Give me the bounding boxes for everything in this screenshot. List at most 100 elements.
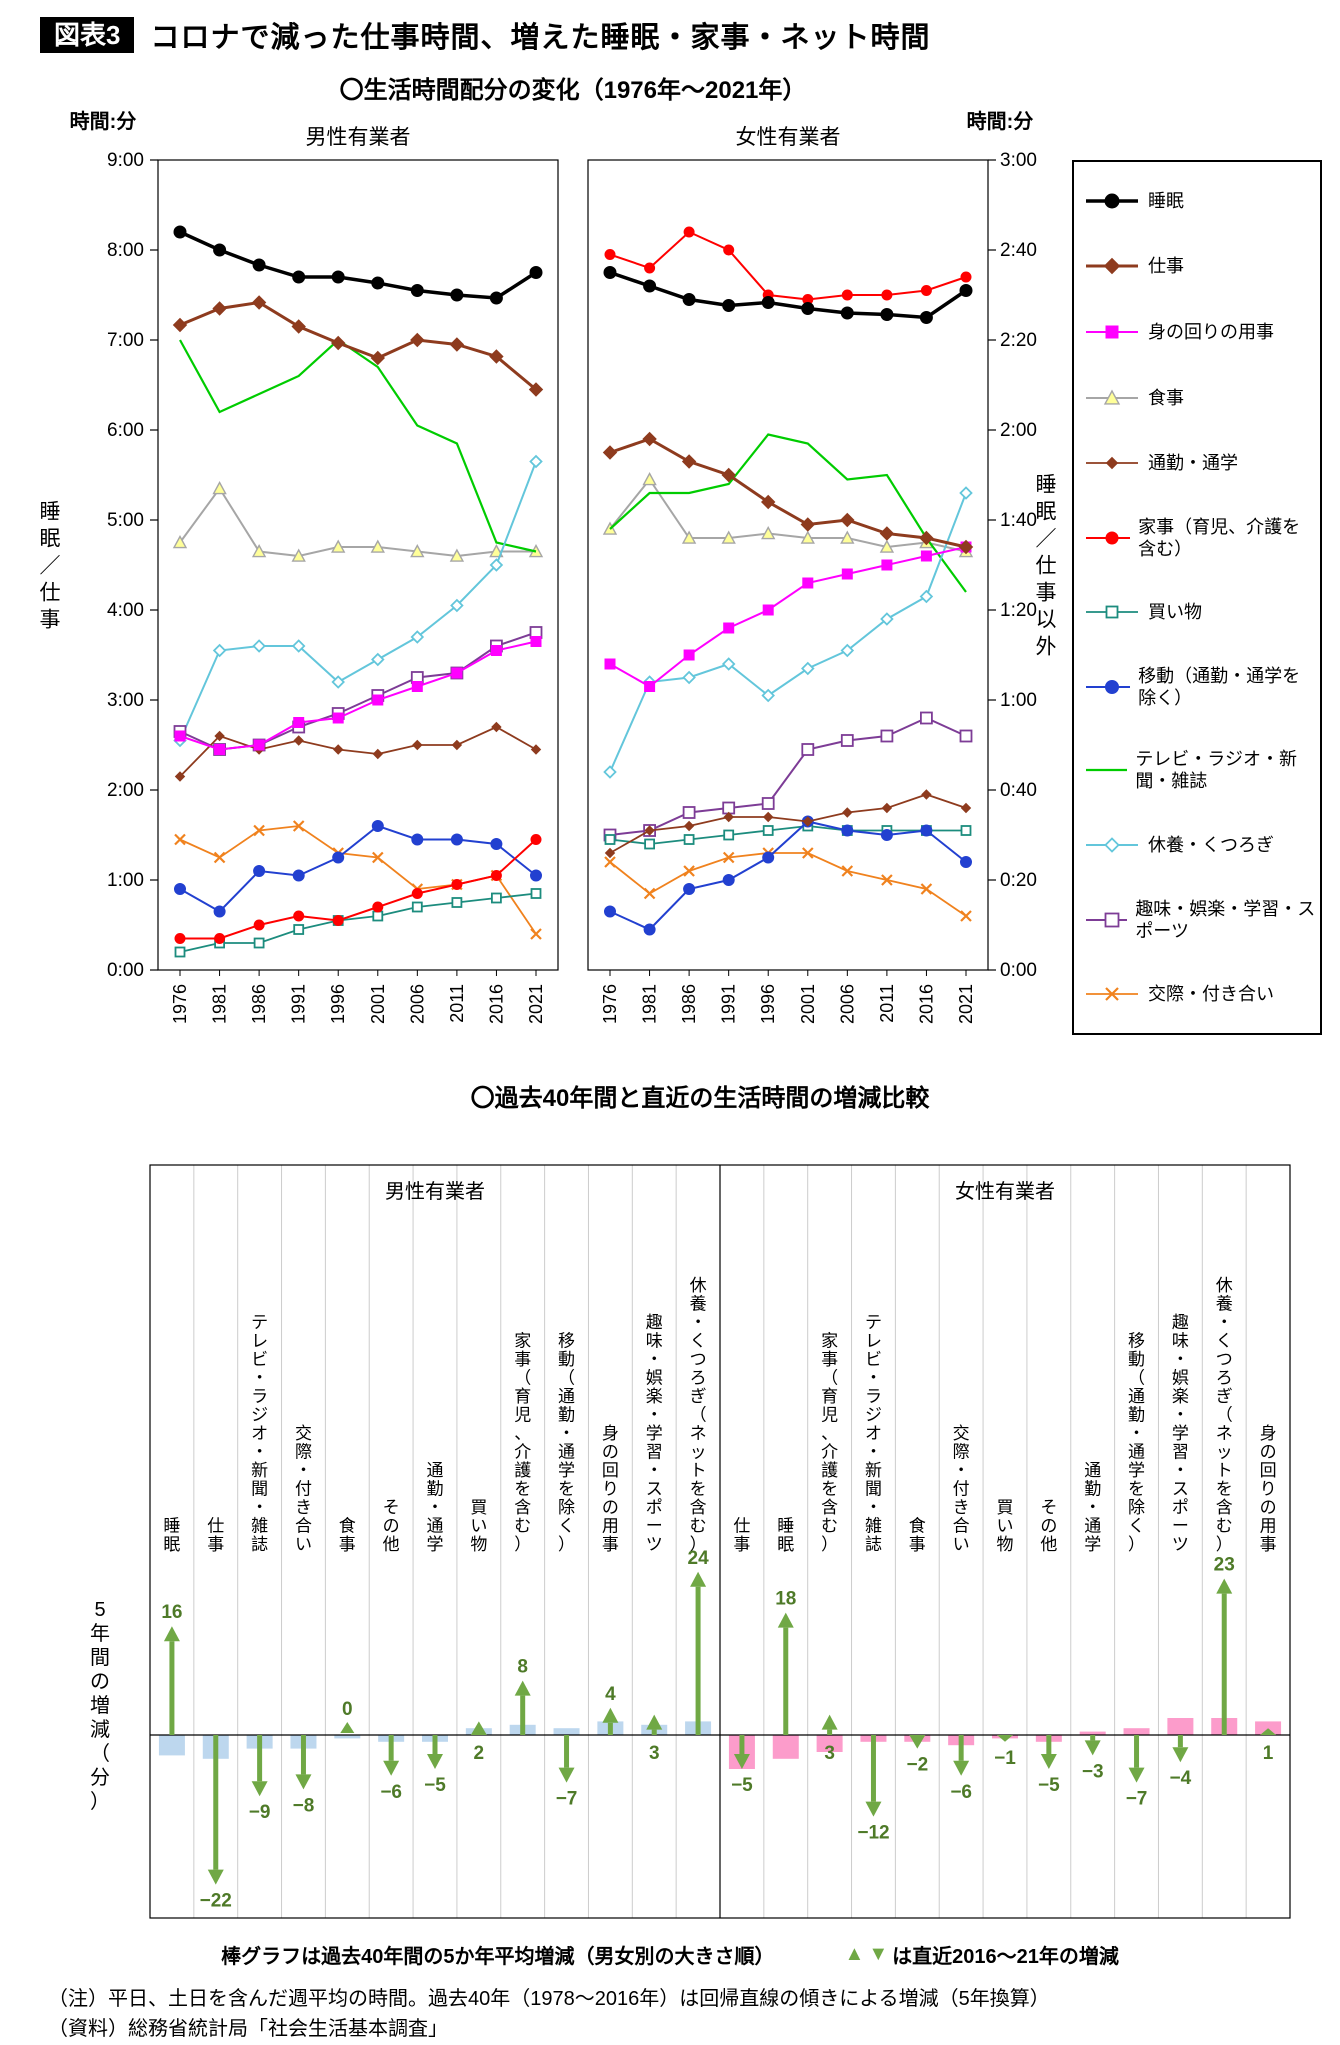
svg-text:合: 合 — [953, 1517, 970, 1536]
svg-text:勤: 勤 — [1084, 1480, 1101, 1499]
svg-text:ろ: ろ — [690, 1369, 707, 1388]
svg-text:2001: 2001 — [798, 984, 818, 1024]
svg-text:休: 休 — [690, 1276, 707, 1295]
svg-text:年: 年 — [90, 1622, 110, 1645]
series-趣味・娯楽・学習・スポーツ — [173, 626, 543, 756]
svg-text:味: 味 — [1172, 1332, 1189, 1351]
svg-text:・: ・ — [1084, 1498, 1101, 1517]
svg-text:・: ・ — [251, 1498, 268, 1517]
svg-text:（: （ — [1216, 1406, 1233, 1425]
legend-marker-icon — [1086, 456, 1138, 470]
svg-text:通: 通 — [1084, 1517, 1101, 1536]
time-allocation-line-chart: 時間:分 時間:分睡眠／仕事睡眠／仕事以外0:001:002:003:004:00… — [40, 109, 1057, 1024]
svg-text:（: （ — [690, 1406, 707, 1425]
legend-marker-icon — [1086, 531, 1131, 545]
svg-text:事: 事 — [602, 1535, 619, 1554]
svg-text:ジ: ジ — [251, 1406, 268, 1425]
svg-text:学: 学 — [558, 1461, 575, 1480]
figure-title: コロナで減った仕事時間、増えた睡眠・家事・ネット時間 — [150, 22, 931, 54]
svg-text:含: 含 — [821, 1498, 838, 1517]
down-arrow-icon: ▼ — [868, 1943, 889, 1965]
svg-text:介: 介 — [821, 1443, 838, 1462]
svg-text:休: 休 — [1216, 1276, 1233, 1295]
svg-text:減: 減 — [90, 1718, 110, 1741]
svg-text:睡: 睡 — [777, 1517, 794, 1536]
svg-text:学: 学 — [1172, 1424, 1189, 1443]
svg-text:動: 動 — [1128, 1350, 1145, 1369]
svg-text:1981: 1981 — [640, 984, 660, 1024]
series-移動（通勤・通学を除く） — [174, 820, 542, 918]
line-chart-subtitle: 〇生活時間配分の変化（1976年〜2021年） — [339, 77, 807, 104]
svg-text:く: く — [1128, 1517, 1145, 1536]
svg-text:0: 0 — [342, 1699, 353, 1720]
svg-text:2016: 2016 — [486, 984, 506, 1024]
svg-text:移: 移 — [558, 1332, 575, 1351]
series-通勤・通学 — [604, 789, 972, 859]
svg-text:を: を — [1128, 1480, 1145, 1499]
svg-text:間: 間 — [90, 1647, 110, 1669]
male-panel: 男性有業者 1976 1981 1986 1991 1996 2001 2006 2011 201… — [157, 126, 559, 1024]
svg-text:ぎ: ぎ — [690, 1387, 707, 1406]
svg-text:テ: テ — [251, 1313, 268, 1332]
svg-text:、: 、 — [514, 1424, 531, 1443]
svg-text:育: 育 — [514, 1387, 531, 1406]
svg-text:1991: 1991 — [719, 984, 739, 1024]
svg-text:ジ: ジ — [865, 1406, 882, 1425]
svg-text:く: く — [558, 1517, 575, 1536]
svg-text:買: 買 — [997, 1498, 1014, 1517]
svg-text:を: を — [690, 1480, 707, 1499]
svg-text:8:00: 8:00 — [107, 240, 144, 261]
svg-text:際: 際 — [953, 1443, 970, 1462]
svg-text:付: 付 — [953, 1480, 970, 1499]
series-睡眠 — [173, 225, 543, 305]
svg-text:い: い — [953, 1535, 970, 1554]
svg-text:女性有業者: 女性有業者 — [736, 126, 841, 149]
legend-marker-icon — [1086, 258, 1138, 275]
svg-text:味: 味 — [646, 1332, 663, 1351]
svg-text:き: き — [295, 1498, 312, 1517]
svg-text:1986: 1986 — [679, 984, 699, 1024]
svg-text:事: 事 — [1260, 1535, 1277, 1554]
svg-text:い: い — [295, 1535, 312, 1554]
svg-text:趣: 趣 — [1172, 1313, 1189, 1332]
svg-text:い: い — [470, 1517, 487, 1536]
svg-text:1976: 1976 — [170, 984, 190, 1024]
svg-text:−4: −4 — [1170, 1768, 1192, 1789]
svg-text:2:00: 2:00 — [107, 780, 144, 801]
svg-text:含: 含 — [514, 1498, 531, 1517]
legend-label: 交際・付き合い — [1148, 984, 1274, 1005]
svg-text:−7: −7 — [556, 1789, 578, 1810]
svg-text:眠: 眠 — [1036, 500, 1057, 523]
svg-text:・: ・ — [295, 1461, 312, 1480]
legend-marker-icon — [1086, 912, 1128, 927]
series-移動（通勤・通学を除く） — [604, 815, 972, 936]
legend-label: 移動（通勤・通学を除く） — [1138, 665, 1301, 708]
svg-text:き: き — [953, 1498, 970, 1517]
svg-text:眠: 眠 — [40, 527, 61, 550]
svg-text:事: 事 — [40, 608, 61, 631]
legend-item: 休養・くつろぎ — [1084, 832, 1316, 858]
legend-item: 通勤・通学 — [1084, 450, 1316, 476]
svg-text:用: 用 — [602, 1517, 619, 1536]
svg-text:）: ） — [821, 1535, 838, 1554]
svg-text:通: 通 — [558, 1387, 575, 1406]
legend-item: 家事（育児、介護を含む） — [1084, 516, 1316, 560]
svg-text:学: 学 — [646, 1424, 663, 1443]
svg-text:勤: 勤 — [558, 1406, 575, 1425]
bar-footnote-text: 棒グラフは過去40年間の5か年平均増減（男女別の大きさ順） — [221, 1946, 775, 1968]
svg-text:7:00: 7:00 — [107, 330, 144, 351]
svg-text:睡: 睡 — [163, 1517, 180, 1536]
svg-text:2006: 2006 — [407, 984, 427, 1024]
svg-text:、: 、 — [821, 1424, 838, 1443]
svg-text:の: の — [602, 1443, 619, 1462]
series-家事（育児、介護を含む） — [604, 226, 972, 305]
svg-text:ッ: ッ — [1216, 1443, 1233, 1462]
bar-chart-footnote: 棒グラフは過去40年間の5か年平均増減（男女別の大きさ順） ▲ ▼ は直近201… — [0, 1940, 1340, 1969]
svg-text:以: 以 — [1036, 608, 1057, 631]
svg-text:3: 3 — [824, 1743, 835, 1764]
svg-text:5:00: 5:00 — [107, 510, 144, 531]
svg-text:）: ） — [1128, 1535, 1145, 1554]
series-食事 — [172, 481, 544, 562]
svg-text:1: 1 — [1263, 1743, 1274, 1764]
svg-text:事: 事 — [514, 1350, 531, 1369]
